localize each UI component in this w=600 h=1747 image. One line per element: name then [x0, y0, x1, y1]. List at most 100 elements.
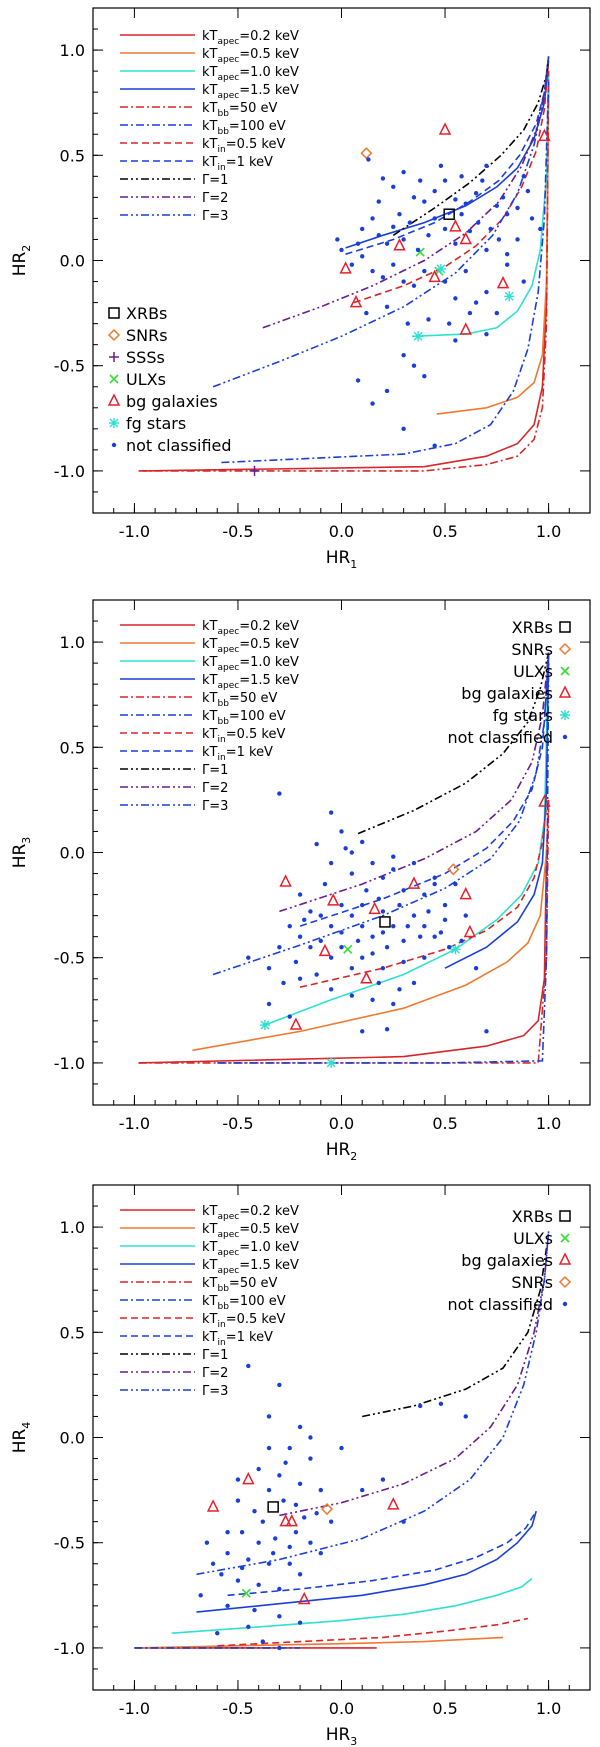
legend-marker [559, 621, 571, 633]
data-point [277, 1473, 282, 1478]
data-point [393, 238, 406, 251]
data-point [279, 874, 292, 887]
data-point [339, 261, 352, 274]
data-point [422, 374, 427, 379]
data-point [277, 791, 282, 796]
legend-label-rest: =0.2 keV [239, 619, 299, 634]
model-curve [142, 81, 550, 472]
data-point [380, 875, 386, 880]
data-point [360, 902, 365, 908]
data-point [349, 913, 355, 918]
y-tick-label: 0.5 [60, 1323, 85, 1342]
data-point [376, 199, 381, 204]
data-point [277, 1645, 282, 1651]
legend-label: kTapec=1.5 keV [202, 1258, 299, 1276]
data-point [442, 902, 448, 908]
legend-label-main: Γ [202, 209, 210, 224]
data-point [260, 1639, 266, 1644]
data-point [463, 913, 468, 918]
data-point [266, 1414, 272, 1419]
legend-label-rest: =1.5 keV [239, 1258, 299, 1273]
data-point [370, 268, 375, 274]
legend-label-sub: in [217, 163, 225, 173]
data-point [411, 363, 417, 368]
legend-label-main: kT [202, 155, 218, 170]
data-point [463, 924, 477, 938]
legend-class-label: not classified [126, 436, 232, 455]
data-point [438, 122, 452, 135]
data-point [318, 943, 332, 957]
data-point [242, 1471, 255, 1485]
y-axis-label-sub: 4 [20, 1422, 33, 1429]
data-point [360, 147, 373, 160]
data-point [496, 275, 510, 289]
data-point [256, 1540, 261, 1545]
data-point [339, 247, 344, 253]
data-point [387, 1497, 400, 1510]
model-curve [444, 652, 550, 969]
legend-label: Γ=3 [202, 799, 228, 814]
legend-label-main: Γ [202, 781, 210, 796]
data-point [259, 1020, 270, 1031]
data-point [515, 237, 520, 242]
data-point [355, 378, 361, 383]
data-point [422, 199, 427, 204]
legend-marker [559, 1210, 571, 1222]
legend-marker [562, 1301, 568, 1307]
data-point [326, 1057, 337, 1068]
data-point [360, 1029, 365, 1034]
data-point [349, 262, 355, 267]
model-curve [138, 799, 550, 1064]
legend-label-sub: in [217, 1320, 225, 1330]
legend-label-rest: =100 eV [229, 709, 286, 724]
legend-label-rest: =0.2 keV [239, 1204, 299, 1219]
data-point [426, 909, 431, 914]
data-point [521, 174, 526, 179]
data-point [459, 174, 464, 179]
y-tick-label: 0.0 [60, 1429, 85, 1448]
data-point [314, 1511, 319, 1516]
legend-label-sub: apec [217, 91, 239, 101]
legend-class-label: ULXs [126, 370, 166, 389]
legend-label: kTapec=0.5 keV [202, 637, 299, 655]
y-tick-label: 1.0 [60, 633, 85, 652]
y-tick-label: 0.5 [60, 738, 85, 757]
data-point [380, 966, 386, 971]
data-point [380, 930, 386, 935]
data-point [360, 923, 365, 929]
data-point [293, 1529, 299, 1535]
y-axis-label: HR2 [10, 245, 33, 277]
legend-label-main: kT [202, 1258, 218, 1273]
legend-class-label: bg galaxies [461, 1251, 553, 1270]
legend-class-label: XRBs [512, 618, 553, 637]
data-point [266, 1561, 272, 1566]
model-curve [264, 652, 550, 1026]
data-point [225, 1603, 230, 1609]
data-point [538, 794, 551, 807]
data-point [246, 1363, 251, 1369]
data-point [266, 1487, 272, 1493]
data-point [210, 1561, 216, 1566]
data-point [401, 426, 406, 432]
data-point [256, 1466, 261, 1472]
data-point [397, 212, 402, 217]
data-point [459, 886, 472, 900]
data-point [449, 219, 462, 232]
data-point [411, 283, 417, 288]
data-point [260, 1519, 266, 1524]
legend-label-rest: =0.5 keV [226, 137, 286, 152]
legend-label: kTbb=50 eV [202, 1276, 277, 1294]
legend-label-rest: =0.2 keV [239, 29, 299, 44]
legend-marker [558, 1252, 572, 1265]
legend-label: Γ=2 [202, 1366, 228, 1381]
data-point [411, 980, 417, 986]
legend-label: kTapec=1.0 keV [202, 65, 299, 83]
data-point [343, 846, 348, 851]
data-point [384, 388, 390, 394]
data-point [504, 251, 510, 257]
data-point [504, 291, 515, 302]
data-point [302, 1515, 307, 1520]
legend-label-sub: bb [217, 127, 229, 137]
data-point [438, 163, 444, 169]
data-point [376, 896, 381, 901]
